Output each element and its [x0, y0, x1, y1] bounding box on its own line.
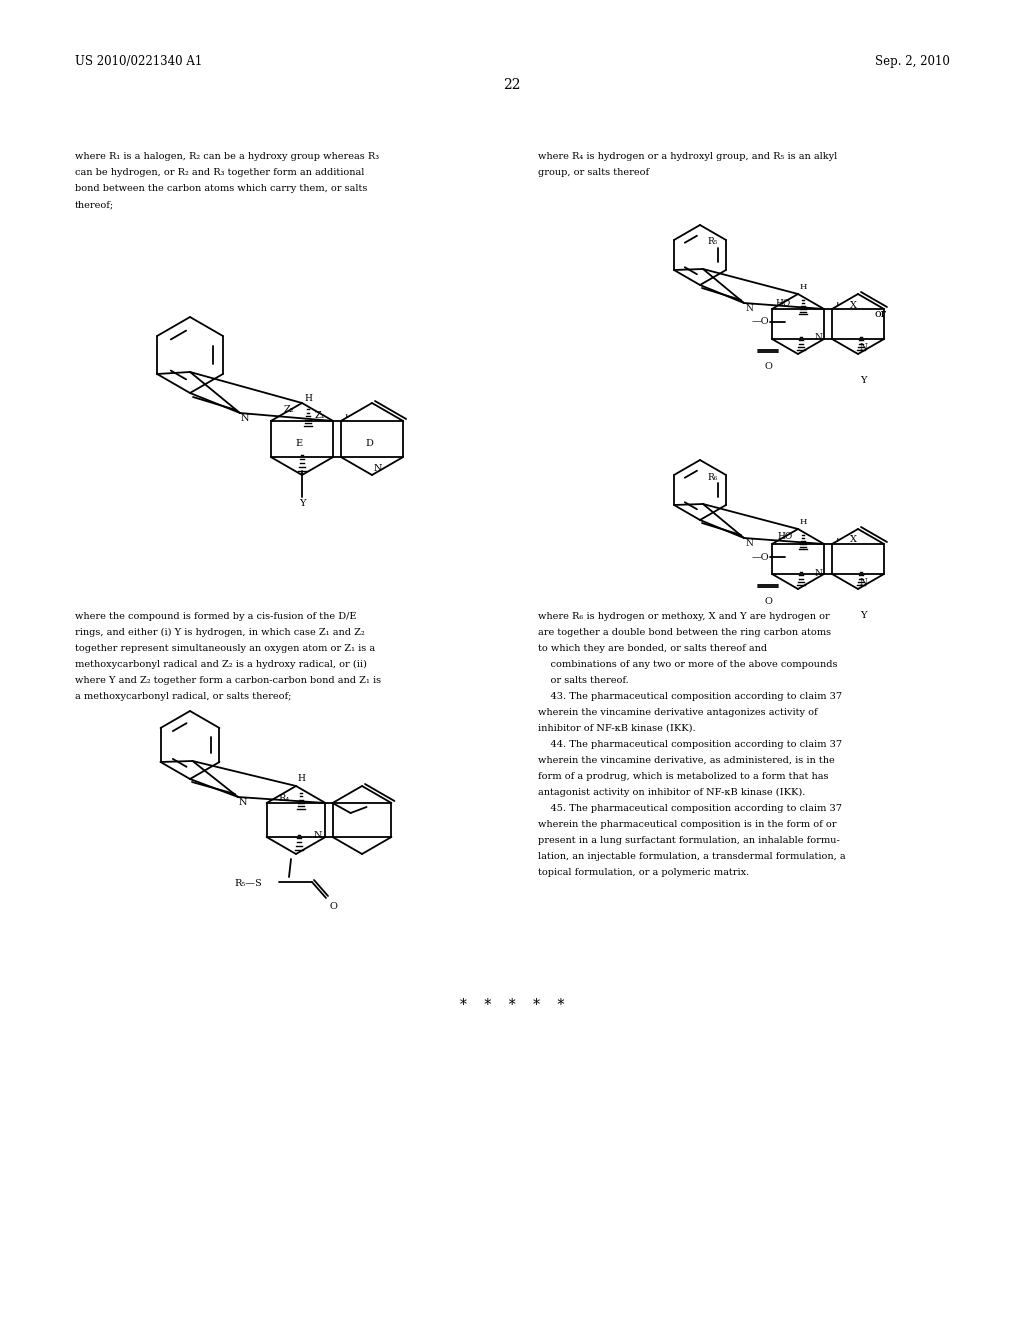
- Text: N: N: [314, 832, 323, 841]
- Text: O: O: [764, 362, 772, 371]
- Text: R₅: R₅: [708, 238, 718, 247]
- Text: inhibitor of NF-κB kinase (IKK).: inhibitor of NF-κB kinase (IKK).: [538, 723, 695, 733]
- Text: HO: HO: [776, 300, 791, 308]
- Text: or: or: [874, 309, 886, 319]
- Text: form of a prodrug, which is metabolized to a form that has: form of a prodrug, which is metabolized …: [538, 772, 828, 781]
- Text: where Y and Z₂ together form a carbon-carbon bond and Z₁ is: where Y and Z₂ together form a carbon-ca…: [75, 676, 381, 685]
- Text: Y: Y: [860, 376, 866, 385]
- Text: present in a lung surfactant formulation, an inhalable formu-: present in a lung surfactant formulation…: [538, 836, 840, 845]
- Text: H: H: [800, 282, 807, 290]
- Text: where R₄ is hydrogen or a hydroxyl group, and R₅ is an alkyl: where R₄ is hydrogen or a hydroxyl group…: [538, 152, 838, 161]
- Text: R₄: R₄: [279, 795, 290, 803]
- Text: —O: —O: [752, 318, 770, 326]
- Text: bond between the carbon atoms which carry them, or salts: bond between the carbon atoms which carr…: [75, 183, 368, 193]
- Text: N: N: [374, 465, 383, 473]
- Text: N: N: [860, 343, 868, 352]
- Text: topical formulation, or a polymeric matrix.: topical formulation, or a polymeric matr…: [538, 869, 750, 876]
- Text: X: X: [850, 301, 857, 309]
- Text: rings, and either (i) Y is hydrogen, in which case Z₁ and Z₂: rings, and either (i) Y is hydrogen, in …: [75, 628, 365, 638]
- Text: 43. The pharmaceutical composition according to claim 37: 43. The pharmaceutical composition accor…: [538, 692, 842, 701]
- Text: ': ': [345, 414, 348, 428]
- Text: group, or salts thereof: group, or salts thereof: [538, 168, 649, 177]
- Text: are together a double bond between the ring carbon atoms: are together a double bond between the r…: [538, 628, 831, 638]
- Text: N: N: [239, 799, 248, 807]
- Text: O: O: [764, 597, 772, 606]
- Text: Y: Y: [299, 499, 305, 508]
- Text: where R₁ is a halogen, R₂ can be a hydroxy group whereas R₃: where R₁ is a halogen, R₂ can be a hydro…: [75, 152, 379, 161]
- Text: 45. The pharmaceutical composition according to claim 37: 45. The pharmaceutical composition accor…: [538, 804, 842, 813]
- Text: D: D: [366, 438, 373, 447]
- Text: R₅—S: R₅—S: [234, 879, 262, 888]
- Text: where the compound is formed by a cis-fusion of the D/E: where the compound is formed by a cis-fu…: [75, 612, 356, 620]
- Text: N: N: [745, 539, 753, 548]
- Text: Sep. 2, 2010: Sep. 2, 2010: [876, 55, 950, 69]
- Text: N: N: [241, 414, 250, 422]
- Text: to which they are bonded, or salts thereof and: to which they are bonded, or salts there…: [538, 644, 767, 653]
- Text: wherein the vincamine derivative, as administered, is in the: wherein the vincamine derivative, as adm…: [538, 756, 835, 766]
- Text: —O: —O: [752, 553, 770, 561]
- Text: lation, an injectable formulation, a transdermal formulation, a: lation, an injectable formulation, a tra…: [538, 851, 846, 861]
- Text: 22: 22: [503, 78, 521, 92]
- Text: O: O: [330, 902, 338, 911]
- Text: E: E: [296, 438, 302, 447]
- Text: Z₂: Z₂: [284, 404, 294, 413]
- Text: methoxycarbonyl radical and Z₂ is a hydroxy radical, or (ii): methoxycarbonyl radical and Z₂ is a hydr…: [75, 660, 367, 669]
- Text: H: H: [800, 517, 807, 525]
- Text: ': ': [836, 537, 840, 550]
- Text: N: N: [814, 569, 822, 578]
- Text: R₆: R₆: [708, 473, 718, 482]
- Text: Y: Y: [860, 611, 866, 620]
- Text: ': ': [836, 302, 840, 315]
- Text: *    *    *    *    *: * * * * *: [460, 998, 564, 1012]
- Text: 44. The pharmaceutical composition according to claim 37: 44. The pharmaceutical composition accor…: [538, 741, 842, 748]
- Text: N: N: [860, 578, 868, 587]
- Text: antagonist activity on inhibitor of NF-κB kinase (IKK).: antagonist activity on inhibitor of NF-κ…: [538, 788, 805, 797]
- Text: wherein the pharmaceutical composition is in the form of or: wherein the pharmaceutical composition i…: [538, 820, 837, 829]
- Text: where R₆ is hydrogen or methoxy, X and Y are hydrogen or: where R₆ is hydrogen or methoxy, X and Y…: [538, 612, 829, 620]
- Text: thereof;: thereof;: [75, 201, 114, 209]
- Text: HO: HO: [778, 532, 793, 541]
- Text: wherein the vincamine derivative antagonizes activity of: wherein the vincamine derivative antagon…: [538, 708, 817, 717]
- Text: X: X: [850, 536, 857, 544]
- Text: H: H: [304, 393, 312, 403]
- Text: or salts thereof.: or salts thereof.: [538, 676, 629, 685]
- Text: combinations of any two or more of the above compounds: combinations of any two or more of the a…: [538, 660, 838, 669]
- Text: N: N: [814, 334, 822, 342]
- Text: H: H: [297, 774, 305, 783]
- Text: Z₁: Z₁: [314, 411, 326, 420]
- Text: together represent simultaneously an oxygen atom or Z₁ is a: together represent simultaneously an oxy…: [75, 644, 375, 653]
- Text: N: N: [745, 304, 753, 313]
- Text: US 2010/0221340 A1: US 2010/0221340 A1: [75, 55, 203, 69]
- Text: can be hydrogen, or R₂ and R₃ together form an additional: can be hydrogen, or R₂ and R₃ together f…: [75, 168, 365, 177]
- Text: a methoxycarbonyl radical, or salts thereof;: a methoxycarbonyl radical, or salts ther…: [75, 692, 292, 701]
